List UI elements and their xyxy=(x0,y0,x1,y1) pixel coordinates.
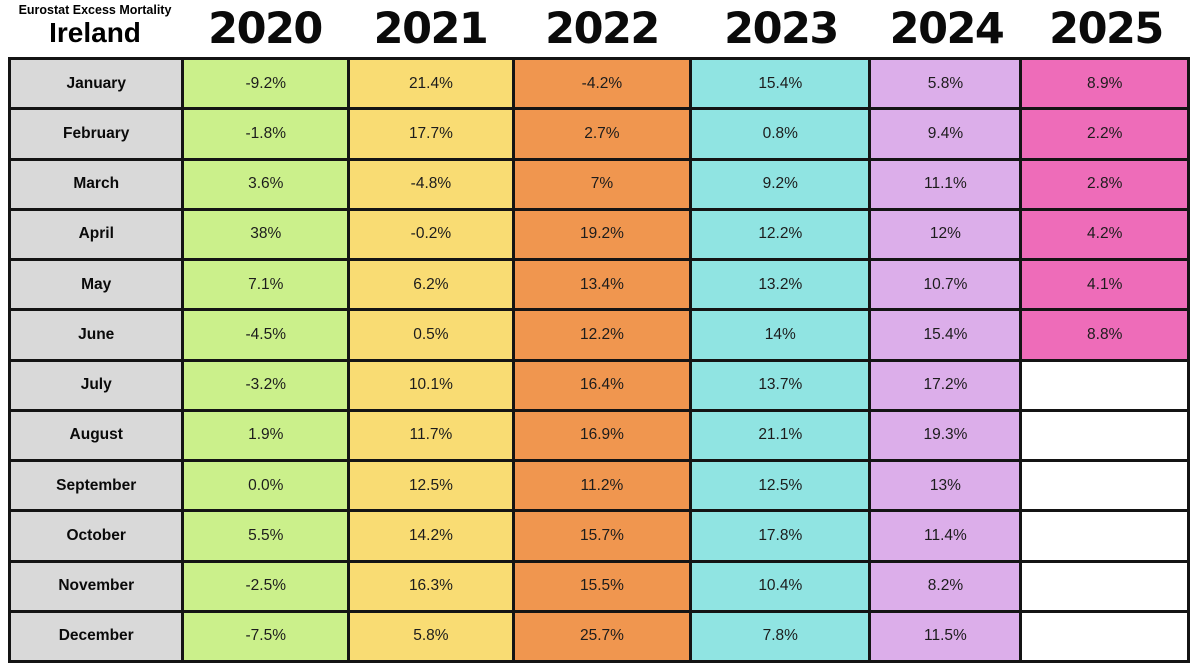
value-cell-2022-july: 16.4% xyxy=(514,361,690,409)
value-cell-2025-march: 2.8% xyxy=(1022,160,1187,208)
mortality-table: January -9.2% 21.4% -4.2% 15.4% 5.8% 8.9% Febru… xyxy=(8,57,1190,663)
value-cell-2023-november: 10.4% xyxy=(692,562,869,610)
month-label-october: October xyxy=(11,512,182,560)
title-block: Eurostat Excess Mortality Ireland xyxy=(8,0,182,57)
value-cell-2025-december xyxy=(1022,612,1187,660)
value-cell-2024-april: 12% xyxy=(871,210,1020,258)
value-cell-2020-april: 38% xyxy=(184,210,348,258)
value-cell-2022-august: 16.9% xyxy=(514,411,690,459)
value-cell-2025-july xyxy=(1022,361,1187,409)
value-cell-2022-december: 25.7% xyxy=(514,612,690,660)
value-cell-2022-january: -4.2% xyxy=(514,60,690,108)
value-cell-2024-september: 13% xyxy=(871,462,1020,510)
value-cell-2024-february: 9.4% xyxy=(871,110,1020,158)
value-cell-2020-august: 1.9% xyxy=(184,411,348,459)
value-cell-2024-december: 11.5% xyxy=(871,612,1020,660)
value-cell-2023-august: 21.1% xyxy=(692,411,869,459)
value-cell-2025-august xyxy=(1022,411,1187,459)
value-cell-2022-march: 7% xyxy=(514,160,690,208)
value-cell-2023-may: 13.2% xyxy=(692,261,869,309)
value-cell-2021-november: 16.3% xyxy=(350,562,512,610)
value-cell-2021-april: -0.2% xyxy=(350,210,512,258)
value-cell-2024-may: 10.7% xyxy=(871,261,1020,309)
year-header-2024: 2024 xyxy=(889,4,1005,54)
month-label-july: July xyxy=(11,361,182,409)
value-cell-2024-march: 11.1% xyxy=(871,160,1020,208)
value-cell-2024-august: 19.3% xyxy=(871,411,1020,459)
value-cell-2022-june: 12.2% xyxy=(514,311,690,359)
value-cell-2025-september xyxy=(1022,462,1187,510)
year-header-2020: 2020 xyxy=(208,4,323,54)
value-cell-2021-august: 11.7% xyxy=(350,411,512,459)
value-cell-2020-october: 5.5% xyxy=(184,512,348,560)
month-label-june: June xyxy=(11,311,182,359)
value-cell-2024-july: 17.2% xyxy=(871,361,1020,409)
value-cell-2021-may: 6.2% xyxy=(350,261,512,309)
value-cell-2022-october: 15.7% xyxy=(514,512,690,560)
value-cell-2020-january: -9.2% xyxy=(184,60,348,108)
month-label-may: May xyxy=(11,261,182,309)
value-cell-2025-november xyxy=(1022,562,1187,610)
value-cell-2020-march: 3.6% xyxy=(184,160,348,208)
value-cell-2023-february: 0.8% xyxy=(692,110,869,158)
table-header-row: Eurostat Excess Mortality Ireland 2020 20… xyxy=(8,0,1190,57)
month-label-november: November xyxy=(11,562,182,610)
value-cell-2022-may: 13.4% xyxy=(514,261,690,309)
value-cell-2024-january: 5.8% xyxy=(871,60,1020,108)
value-cell-2024-june: 15.4% xyxy=(871,311,1020,359)
month-label-december: December xyxy=(11,612,182,660)
value-cell-2023-december: 7.8% xyxy=(692,612,869,660)
value-cell-2021-january: 21.4% xyxy=(350,60,512,108)
value-cell-2024-november: 8.2% xyxy=(871,562,1020,610)
year-header-2023: 2023 xyxy=(724,4,839,54)
value-cell-2025-january: 8.9% xyxy=(1022,60,1187,108)
value-cell-2025-june: 8.8% xyxy=(1022,311,1187,359)
value-cell-2020-december: -7.5% xyxy=(184,612,348,660)
value-cell-2025-april: 4.2% xyxy=(1022,210,1187,258)
value-cell-2021-march: -4.8% xyxy=(350,160,512,208)
value-cell-2022-september: 11.2% xyxy=(514,462,690,510)
year-header-2025: 2025 xyxy=(1049,4,1164,54)
value-cell-2022-november: 15.5% xyxy=(514,562,690,610)
value-cell-2023-march: 9.2% xyxy=(692,160,869,208)
value-cell-2021-september: 12.5% xyxy=(350,462,512,510)
value-cell-2023-january: 15.4% xyxy=(692,60,869,108)
value-cell-2020-may: 7.1% xyxy=(184,261,348,309)
value-cell-2020-june: -4.5% xyxy=(184,311,348,359)
value-cell-2021-february: 17.7% xyxy=(350,110,512,158)
value-cell-2022-april: 19.2% xyxy=(514,210,690,258)
value-cell-2023-april: 12.2% xyxy=(692,210,869,258)
year-header-2021: 2021 xyxy=(373,4,489,54)
value-cell-2025-may: 4.1% xyxy=(1022,261,1187,309)
value-cell-2023-september: 12.5% xyxy=(692,462,869,510)
page-subtitle: Eurostat Excess Mortality xyxy=(18,3,172,17)
month-label-january: January xyxy=(11,60,182,108)
month-label-april: April xyxy=(11,210,182,258)
value-cell-2021-december: 5.8% xyxy=(350,612,512,660)
value-cell-2024-october: 11.4% xyxy=(871,512,1020,560)
value-cell-2020-february: -1.8% xyxy=(184,110,348,158)
value-cell-2025-october xyxy=(1022,512,1187,560)
value-cell-2020-september: 0.0% xyxy=(184,462,348,510)
value-cell-2021-july: 10.1% xyxy=(350,361,512,409)
month-label-september: September xyxy=(11,462,182,510)
year-header-2022: 2022 xyxy=(545,4,660,54)
value-cell-2022-february: 2.7% xyxy=(514,110,690,158)
value-cell-2023-october: 17.8% xyxy=(692,512,869,560)
value-cell-2023-july: 13.7% xyxy=(692,361,869,409)
page-title: Ireland xyxy=(49,17,141,48)
month-label-august: August xyxy=(11,411,182,459)
month-label-march: March xyxy=(11,160,182,208)
value-cell-2021-october: 14.2% xyxy=(350,512,512,560)
value-cell-2021-june: 0.5% xyxy=(350,311,512,359)
value-cell-2025-february: 2.2% xyxy=(1022,110,1187,158)
month-label-february: February xyxy=(11,110,182,158)
value-cell-2020-november: -2.5% xyxy=(184,562,348,610)
value-cell-2020-july: -3.2% xyxy=(184,361,348,409)
value-cell-2023-june: 14% xyxy=(692,311,869,359)
